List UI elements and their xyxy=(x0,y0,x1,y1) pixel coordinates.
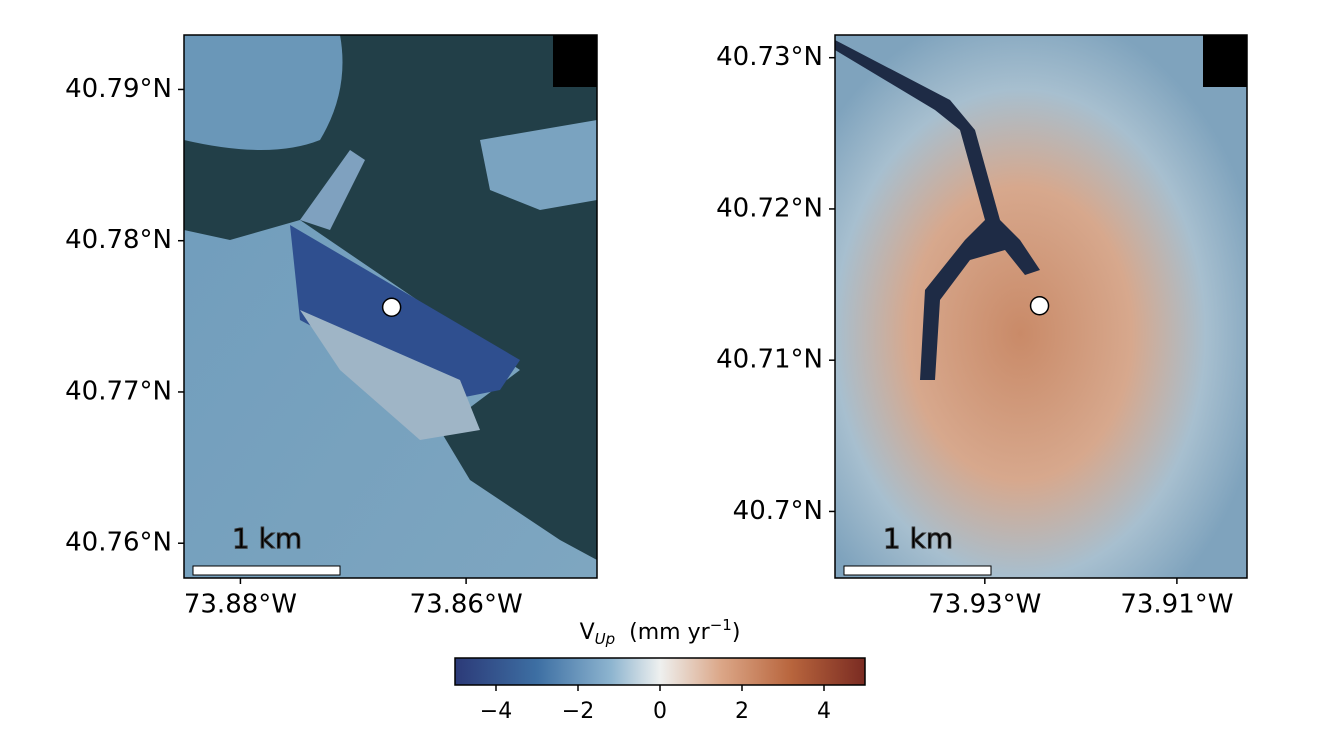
panel-label: A xyxy=(561,37,589,83)
x-tick-label: 73.93°W xyxy=(928,590,1041,620)
site-marker xyxy=(1029,295,1050,316)
colorbar-tick-label: −4 xyxy=(480,699,512,724)
y-tick-label: 40.77°N xyxy=(65,376,172,406)
y-tick-label: 40.73°N xyxy=(716,42,823,72)
colorbar-tick-label: 4 xyxy=(817,699,831,724)
x-tick-label: 73.88°W xyxy=(184,590,297,620)
y-tick-label: 40.76°N xyxy=(65,528,172,558)
y-tick-label: 40.78°N xyxy=(65,225,172,255)
scale-bar xyxy=(843,565,992,576)
y-tick-label: 40.72°N xyxy=(716,193,823,223)
colorbar-label: VUp (mm yr−1) xyxy=(580,616,741,648)
x-tick-label: 73.86°W xyxy=(410,590,523,620)
y-tick-label: 40.71°N xyxy=(716,345,823,375)
scale-bar xyxy=(192,565,341,576)
colorbar-tick-label: 0 xyxy=(653,699,667,724)
colorbar-tick-label: −2 xyxy=(562,699,594,724)
frame xyxy=(183,34,598,579)
colorbar xyxy=(454,657,866,686)
y-tick-label: 40.79°N xyxy=(65,74,172,104)
y-tick-label: 40.7°N xyxy=(733,496,823,526)
scale-bar-label: 1 km xyxy=(883,522,953,555)
frame xyxy=(834,34,1248,579)
panel-label: B xyxy=(1211,37,1238,83)
x-tick-label: 73.91°W xyxy=(1120,590,1233,620)
panel-label-box xyxy=(1203,35,1247,87)
map-a-imagery xyxy=(184,35,597,578)
site-marker xyxy=(381,297,402,318)
scale-bar-label: 1 km xyxy=(232,522,302,555)
panel-label-box xyxy=(553,35,597,87)
colorbar-tick-label: 2 xyxy=(735,699,749,724)
